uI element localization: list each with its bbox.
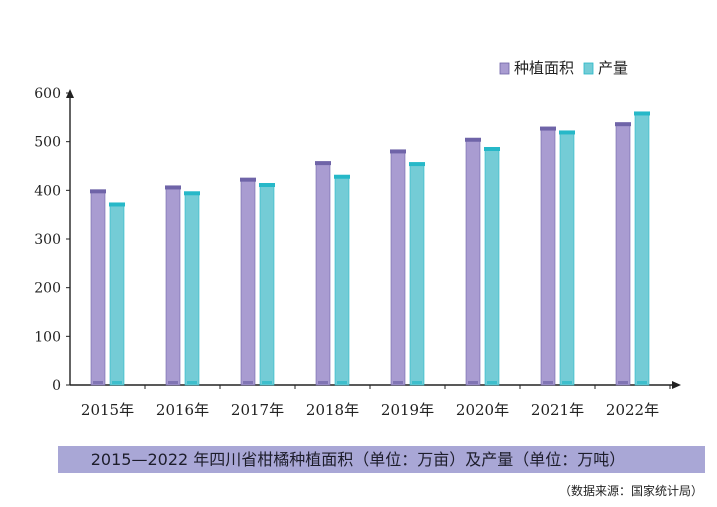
- data-source: （数据来源：国家统计局）: [558, 484, 703, 498]
- bar-area-cap: [390, 149, 406, 154]
- y-tick-label: 300: [34, 232, 61, 248]
- bar-output: [484, 147, 500, 386]
- bar-base: [318, 381, 328, 384]
- bar-area: [540, 127, 556, 386]
- x-tick-label: 2021年: [531, 401, 584, 419]
- caption-band: [58, 446, 705, 473]
- bar-output: [184, 191, 200, 386]
- bar-base: [412, 381, 422, 384]
- y-tick-label: 0: [52, 378, 61, 394]
- bar-area: [615, 122, 631, 386]
- bar-output-cap: [184, 191, 200, 196]
- x-tick-label: 2018年: [306, 401, 359, 419]
- bar-area: [390, 150, 406, 386]
- bar-area: [315, 161, 331, 386]
- bar-output-cap: [259, 183, 275, 188]
- legend-swatch-output: [583, 62, 594, 75]
- x-tick-label: 2019年: [381, 401, 434, 419]
- bar-base: [93, 381, 103, 384]
- bar-output-cap: [334, 174, 350, 179]
- bar-output-cap: [409, 162, 425, 167]
- x-tick-label: 2020年: [456, 401, 509, 419]
- bar-base: [618, 381, 628, 384]
- bar-base: [168, 381, 178, 384]
- y-tick-label: 600: [34, 86, 61, 102]
- bar-area-cap: [615, 122, 631, 127]
- bar-base: [112, 381, 122, 384]
- bar-base: [487, 381, 497, 384]
- bar-area-cap: [540, 126, 556, 131]
- legend-swatch-area: [499, 62, 510, 75]
- legend-label-area: 种植面积: [514, 59, 574, 77]
- bar-base: [187, 381, 197, 384]
- bar-output-cap: [559, 130, 575, 135]
- x-tick-label: 2022年: [606, 401, 659, 419]
- bar-chart: 0 100 200 300 400 500 600 2015年 2016年 2017年 2018年…: [34, 59, 681, 419]
- y-axis: 0 100 200 300 400 500 600: [34, 86, 74, 394]
- bar-base: [637, 381, 647, 384]
- bar-area: [165, 186, 181, 386]
- bar-base: [562, 381, 572, 384]
- bar-area: [465, 138, 481, 386]
- legend-label-output: 产量: [598, 59, 628, 77]
- bar-base: [337, 381, 347, 384]
- x-axis-arrow: [672, 381, 681, 389]
- bar-output: [409, 162, 425, 386]
- legend: 种植面积 产量: [499, 59, 628, 77]
- bar-output: [334, 175, 350, 386]
- bar-area-cap: [240, 177, 256, 182]
- bar-area-cap: [90, 189, 106, 194]
- bar-output-cap: [484, 146, 500, 151]
- x-tick-label: 2016年: [156, 401, 209, 419]
- bar-base: [262, 381, 272, 384]
- bar-area: [90, 190, 106, 386]
- bar-output-cap: [109, 202, 125, 207]
- y-tick-label: 100: [34, 329, 61, 345]
- bar-output: [259, 183, 275, 386]
- bar-base: [543, 381, 553, 384]
- x-tick-label: 2017年: [231, 401, 284, 419]
- bar-area-cap: [315, 161, 331, 166]
- y-tick-label: 200: [34, 281, 61, 297]
- bar-output: [559, 131, 575, 386]
- bar-output: [109, 203, 125, 386]
- bar-output-cap: [634, 111, 650, 116]
- bar-base: [243, 381, 253, 384]
- bar-area-cap: [465, 137, 481, 142]
- bar-area: [240, 178, 256, 386]
- chart-title: 2015—2022 年四川省柑橘种植面积（单位：万亩）及产量（单位：万吨）: [90, 450, 626, 469]
- y-tick-label: 400: [34, 183, 61, 199]
- bar-base: [468, 381, 478, 384]
- x-axis: 2015年 2016年 2017年 2018年 2019年 2020年 2021年 2022年: [70, 381, 681, 419]
- bar-output: [634, 112, 650, 386]
- x-tick-label: 2015年: [81, 401, 134, 419]
- bars: [90, 111, 650, 386]
- bar-base: [393, 381, 403, 384]
- y-tick-label: 500: [34, 135, 61, 151]
- bar-area-cap: [165, 185, 181, 190]
